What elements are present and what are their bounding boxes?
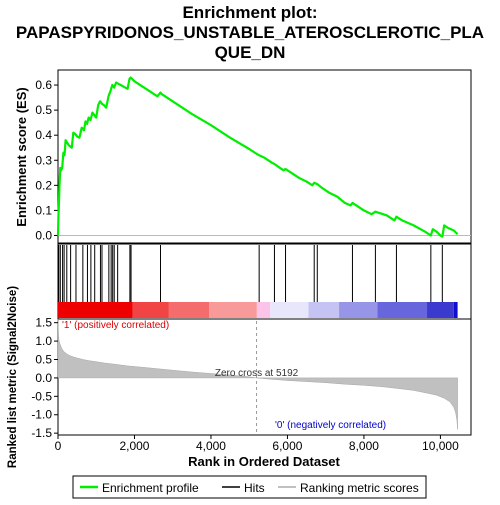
x-tick-label: 8,000	[349, 439, 379, 453]
chart-title-line-3: QUE_DN	[215, 43, 286, 62]
legend-enrichment-label: Enrichment profile	[102, 481, 199, 495]
legend-hits-label: Hits	[244, 481, 265, 495]
metric-y-tick-label: -1.0	[31, 408, 52, 422]
legend-box	[72, 475, 427, 499]
es-y-tick-label: 0.4	[35, 128, 52, 142]
chart-title: Enrichment plot: PAPASPYRIDONOS_UNSTABLE…	[16, 3, 484, 62]
legend-metric-label: Ranking metric scores	[300, 481, 419, 495]
heatmap-segment	[270, 302, 309, 318]
hits-panel	[57, 243, 472, 320]
metric-y-tick-label: 1.0	[35, 334, 52, 348]
x-tick-label: 0	[55, 439, 62, 453]
heatmap-segment	[132, 302, 169, 318]
legend: Enrichment profile Hits Ranking metric s…	[72, 475, 427, 499]
es-y-ticks: 0.0 0.1 0.2 0.3 0.4 0.5 0.6	[35, 78, 58, 242]
es-y-tick-label: 0.2	[35, 178, 52, 192]
x-tick-label: 6,000	[272, 439, 302, 453]
x-tick-label: 4,000	[196, 439, 226, 453]
x-tick-label: 10,000	[422, 439, 459, 453]
heatmap-segment	[168, 302, 210, 318]
heatmap-segment	[58, 302, 133, 318]
es-y-tick-label: 0.0	[35, 228, 52, 242]
metric-y-tick-label: 0.0	[35, 371, 52, 385]
heatmap-segment	[339, 302, 378, 318]
metric-x-ticks: 0 2,000 4,000 6,000 8,000 10,000	[55, 435, 459, 453]
negative-correlation-label: '0' (negatively correlated)	[275, 420, 386, 431]
enrichment-profile-line	[56, 76, 459, 238]
heatmap-segment	[377, 302, 428, 318]
enrichment-score-panel: 0.0 0.1 0.2 0.3 0.4 0.5 0.6 Enrichment score (…	[14, 69, 472, 244]
metric-y-tick-label: -0.5	[31, 389, 52, 403]
positive-correlation-label: '1' (positively correlated)	[62, 320, 169, 331]
zero-cross-label: Zero cross at 5192	[215, 368, 299, 379]
ranking-heatmap	[58, 302, 458, 318]
heatmap-segment	[256, 302, 271, 318]
es-y-axis-label: Enrichment score (ES)	[14, 87, 29, 226]
heatmap-segment	[308, 302, 340, 318]
ranked-metric-panel: -1.5 -1.0 -0.5 0.0 0.5 1.0 1.5 0 2,000 4,000 6,00…	[7, 286, 472, 469]
metric-y-tick-label: 1.5	[35, 316, 52, 330]
es-y-tick-label: 0.1	[35, 203, 52, 217]
metric-y-ticks: -1.5 -1.0 -0.5 0.0 0.5 1.0 1.5	[31, 316, 58, 440]
ranking-metric-area	[57, 318, 458, 430]
metric-y-axis-label: Ranked list metric (Signal2Noise)	[7, 286, 19, 468]
heatmap-segment	[453, 302, 458, 318]
chart-title-line-2: PAPASPYRIDONOS_UNSTABLE_ATEROSCLEROTIC_P…	[16, 23, 484, 42]
heatmap-segment	[209, 302, 257, 318]
x-tick-label: 2,000	[119, 439, 149, 453]
metric-y-tick-label: -1.5	[31, 426, 52, 440]
metric-y-tick-label: 0.5	[35, 353, 52, 367]
es-y-tick-label: 0.6	[35, 78, 52, 92]
x-axis-label: Rank in Ordered Dataset	[188, 454, 340, 469]
chart-title-line-1: Enrichment plot:	[182, 3, 317, 22]
es-y-tick-label: 0.5	[35, 103, 52, 117]
es-panel-frame	[57, 69, 472, 244]
heatmap-segment	[427, 302, 454, 318]
hit-lines	[58, 245, 443, 302]
es-y-tick-label: 0.3	[35, 153, 52, 167]
